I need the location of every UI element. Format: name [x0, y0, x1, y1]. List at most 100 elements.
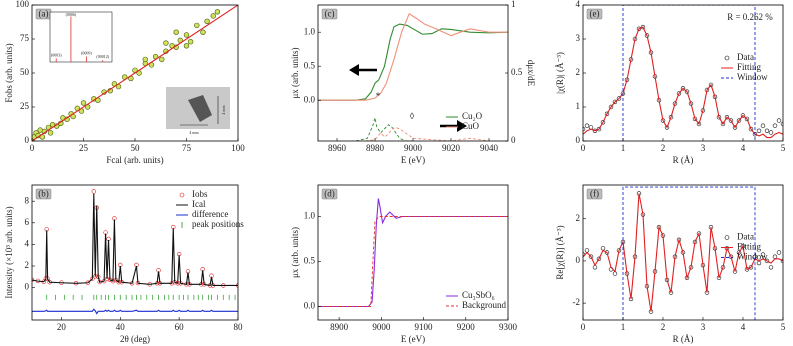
- y-tick-label: 25: [20, 101, 30, 111]
- y-tick-label: 0.5: [304, 256, 316, 266]
- y-tick-label: 6: [25, 217, 30, 227]
- data-point: [744, 116, 750, 122]
- legend-swatch: [179, 192, 185, 198]
- data-point: [724, 114, 730, 120]
- series-line: [583, 193, 783, 312]
- plot-area: [583, 5, 783, 141]
- y-tick-label: 0: [576, 135, 581, 145]
- y-axis-label: Re[χ(R)] (Å⁻³): [555, 225, 565, 279]
- data-point: [756, 128, 762, 134]
- data-point: [159, 56, 165, 63]
- x-tick-label: 9000: [404, 143, 423, 153]
- panel-label: (a): [39, 9, 49, 19]
- panel-label-box: [586, 188, 603, 200]
- arrow: [349, 64, 377, 76]
- x-axis-label: R (Å): [673, 334, 694, 344]
- axes-frame: [317, 184, 509, 321]
- data-point: [210, 13, 216, 19]
- x-tick-label: 1: [621, 143, 626, 153]
- x-tick-label: 4: [741, 143, 746, 153]
- y-tick-label: 4: [576, 0, 581, 9]
- panel-label: (f): [590, 189, 599, 199]
- x-tick-label: 2: [661, 143, 666, 153]
- series-line: [32, 193, 238, 287]
- data-point: [764, 128, 770, 134]
- x-tick-label: 9100: [415, 322, 434, 332]
- y-axis-label: μx (arb. units): [290, 227, 300, 278]
- data-point: [776, 118, 782, 123]
- x-tick-label: 5: [781, 143, 786, 153]
- x-tick-label: 4: [741, 322, 746, 332]
- x-tick-label: 8980: [366, 143, 385, 153]
- x-tick-label: 0: [30, 143, 35, 153]
- data-point: [756, 260, 762, 266]
- series-line: [583, 26, 783, 139]
- x-tick-label: 9300: [499, 322, 518, 332]
- legend-label: Cu₃SbO₆: [462, 290, 495, 300]
- y-tick-label: 2: [576, 67, 581, 77]
- data-point: [740, 113, 746, 118]
- data-point: [183, 32, 190, 38]
- x-axis-label: E (eV): [401, 155, 425, 165]
- legend-label: Data: [737, 52, 754, 62]
- data-point: [47, 130, 54, 136]
- y-tick-label: 0: [25, 135, 30, 145]
- x-tick-label: 100: [231, 143, 245, 153]
- y-tick-label: 0: [25, 282, 30, 292]
- axes-frame: [31, 184, 239, 321]
- x-tick-label: 0: [581, 322, 586, 332]
- data-point: [748, 126, 754, 132]
- data-point: [684, 89, 690, 94]
- data-point: [728, 118, 734, 123]
- y-tick-label: 8: [25, 195, 30, 205]
- x-tick-label: 80: [234, 322, 244, 332]
- crystal: [188, 95, 212, 122]
- x-tick-label: 60: [175, 322, 185, 332]
- x-tick-label: 5: [781, 322, 786, 332]
- y-axis-label: Fobs (arb. units): [4, 43, 14, 102]
- legend-label: Window: [737, 72, 768, 82]
- data-point: [760, 123, 766, 128]
- series-line: [318, 23, 508, 101]
- data-point: [142, 56, 149, 63]
- legend-label: CuO: [462, 121, 480, 131]
- data-point: [748, 265, 754, 270]
- inset-frame: [49, 11, 113, 63]
- legend-label: Background: [462, 300, 506, 310]
- data-point: [664, 125, 670, 130]
- data-point: [600, 246, 606, 251]
- panel-label-box: [321, 8, 338, 20]
- data-point: [640, 24, 646, 30]
- x-axis-label: 2θ (deg): [120, 334, 150, 344]
- annotation: ◊: [410, 111, 415, 121]
- legend-label: Fitting: [737, 62, 762, 72]
- data-point: [708, 82, 714, 88]
- axes-frame: [582, 4, 784, 142]
- panel-label: (c): [325, 9, 335, 19]
- y-axis-label: Intensity (×10³ arb. units): [4, 206, 14, 298]
- inset-peak-label: (0003): [51, 52, 62, 57]
- data-point: [200, 29, 206, 35]
- x-axis-label: Fcal (arb. units): [106, 155, 163, 165]
- data-point: [183, 43, 190, 49]
- data-point: [676, 91, 682, 96]
- x-tick-label: 9040: [480, 143, 499, 153]
- y-tick-label: 2: [25, 260, 30, 270]
- plot-area: [32, 189, 238, 315]
- annotation: 4 mm: [221, 105, 226, 115]
- x-tick-label: 75: [182, 143, 192, 153]
- data-point: [80, 100, 87, 106]
- x-tick-label: 0: [581, 143, 586, 153]
- plot-area: [318, 13, 508, 141]
- data-point: [768, 130, 774, 135]
- data-point: [616, 96, 622, 101]
- y-tick-label: 0: [576, 255, 581, 265]
- x-tick-label: 9000: [372, 322, 391, 332]
- data-point: [760, 252, 766, 257]
- x-axis-label: R (Å): [673, 155, 694, 165]
- legend-label: Cu₂O: [462, 111, 483, 121]
- x-tick-label: 3: [701, 143, 706, 153]
- legend-label: Data: [737, 232, 754, 242]
- data-point: [596, 126, 602, 132]
- plot-area: [32, 5, 238, 141]
